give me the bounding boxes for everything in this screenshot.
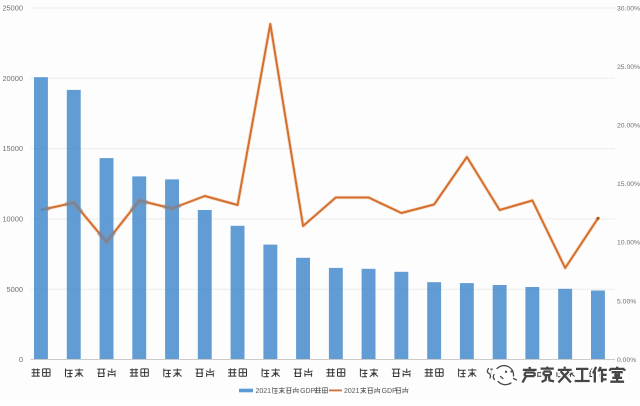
svg-text:25.00%: 25.00% <box>617 64 640 71</box>
svg-text:0.00%: 0.00% <box>617 357 636 364</box>
svg-text:2021: 2021 <box>344 388 360 395</box>
svg-text:GDP: GDP <box>382 388 398 395</box>
svg-text:15000: 15000 <box>2 144 23 153</box>
svg-text:20.00%: 20.00% <box>617 123 640 130</box>
svg-text:GDP/: GDP/ <box>300 388 317 395</box>
svg-text:2021: 2021 <box>256 388 272 395</box>
svg-text:10.00%: 10.00% <box>617 240 640 247</box>
svg-text:5.00%: 5.00% <box>617 298 636 305</box>
svg-text:20000: 20000 <box>2 74 23 83</box>
svg-text:10000: 10000 <box>2 215 23 224</box>
svg-text:15.00%: 15.00% <box>617 181 640 188</box>
svg-text:0: 0 <box>19 355 23 364</box>
svg-text:30.00%: 30.00% <box>617 5 640 12</box>
svg-text:5000: 5000 <box>7 285 23 294</box>
svg-text:25000: 25000 <box>2 4 23 13</box>
